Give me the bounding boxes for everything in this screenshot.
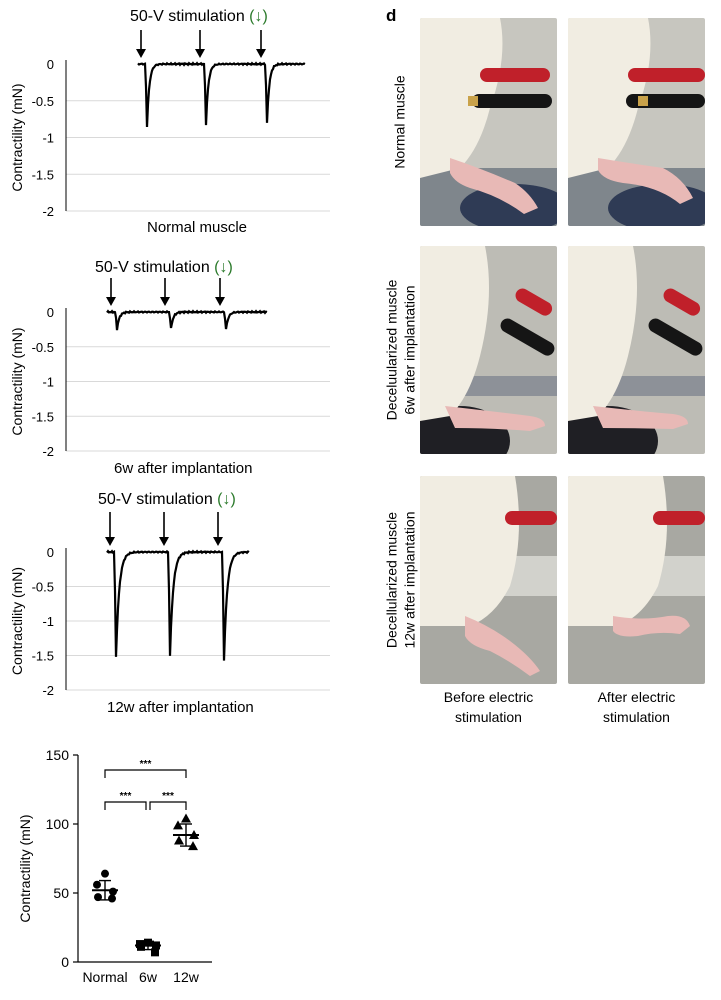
row-label-text: Deceluularized muscle 6w after implantat…: [383, 279, 417, 421]
x-tick-label: 12w: [173, 969, 200, 985]
y-tick-label: -1: [42, 614, 54, 629]
row-label-text: Normal muscle: [392, 75, 409, 169]
col-label-after: After electric stimulation: [597, 689, 676, 725]
y-tick-label: 0: [47, 57, 54, 72]
contractility-trace: [137, 61, 306, 128]
data-point: [174, 835, 184, 845]
y-tick-label: -0.5: [32, 340, 54, 355]
data-point: [101, 869, 109, 878]
photo-6w-after: [568, 246, 705, 454]
trace-chart-6w: 0 -0.5 -1 -1.5 -2 Contractility (mN): [9, 278, 330, 459]
significance-label: ***: [140, 759, 152, 770]
stimulation-arrowhead: [105, 537, 115, 546]
data-point: [173, 820, 183, 830]
data-point: [93, 880, 101, 889]
photo-12w-after: [568, 476, 705, 684]
y-tick-label: 0: [47, 545, 54, 560]
x-tick-label: Normal: [82, 969, 127, 985]
y-tick-label: -0.5: [32, 94, 54, 109]
contractility-trace: [106, 549, 250, 661]
y-axis-label: Contractility (mN): [17, 814, 33, 922]
y-axis-label: Contractility (mN): [9, 567, 25, 675]
significance-bracket: [104, 769, 187, 778]
stim-arrow-symbol: (↓): [214, 259, 233, 276]
data-point: [94, 893, 102, 902]
stimulation-arrowhead: [215, 297, 225, 306]
rat-leg-image: [568, 246, 705, 454]
data-point: [109, 887, 117, 896]
y-tick-label: 0: [47, 305, 54, 320]
y-axis-label: Contractility (mN): [9, 327, 25, 435]
stimulation-arrowhead: [159, 537, 169, 546]
y-tick-label: -2: [42, 204, 54, 219]
photo-12w-before: [420, 476, 557, 684]
rat-leg-image: [420, 476, 557, 684]
y-tick-label: -0.5: [32, 580, 54, 595]
y-tick-label: -1: [42, 375, 54, 390]
stim-label-text: 50-V stimulation: [130, 8, 245, 25]
rat-leg-image: [420, 246, 557, 454]
row-label-text: Decellularized muscle 12w after implanta…: [383, 511, 417, 649]
stim-arrow-symbol: (↓): [217, 491, 236, 508]
significance-bracket: [104, 801, 147, 810]
x-tick-label: 6w: [139, 969, 158, 985]
photo-normal-after: [568, 18, 705, 226]
y-tick-label: -1.5: [32, 649, 54, 664]
contractility-trace: [106, 309, 268, 331]
panel-letter: d: [386, 6, 397, 25]
stim-label-12w: 50-V stimulation (↓): [98, 491, 236, 509]
significance-label: ***: [162, 791, 174, 802]
stimulation-arrowhead: [213, 537, 223, 546]
caption-6w-after-implantation: 6w after implantation: [114, 460, 253, 477]
rat-leg-image: [568, 476, 705, 684]
photo-normal-before: [420, 18, 557, 226]
stimulation-arrowhead: [136, 49, 146, 58]
trace-chart-normal: 0 -0.5 -1 -1.5 -2 Contractility (mN): [9, 30, 330, 219]
y-tick-label: 0: [61, 954, 69, 970]
y-tick-label: -2: [42, 444, 54, 459]
data-point: [137, 942, 145, 951]
y-tick-label: -1.5: [32, 409, 54, 424]
significance-label: ***: [120, 791, 132, 802]
y-tick-label: -2: [42, 683, 54, 698]
stim-arrow-symbol: (↓): [249, 8, 268, 25]
stimulation-arrowhead: [160, 297, 170, 306]
data-point: [188, 841, 198, 851]
stimulation-arrowhead: [106, 297, 116, 306]
data-point: [108, 894, 116, 903]
data-point: [151, 948, 159, 957]
rat-leg-image: [420, 18, 557, 226]
y-tick-label: 100: [46, 816, 70, 832]
y-tick-label: -1: [42, 131, 54, 146]
stimulation-arrowhead: [256, 49, 266, 58]
significance-bracket: [149, 801, 187, 810]
scatter-chart: 0 50 100 150 Contractility (mN) Normal 6w 12w **…: [17, 747, 212, 985]
rat-leg-image: [568, 18, 705, 226]
y-tick-label: -1.5: [32, 167, 54, 182]
stim-label-6w: 50-V stimulation (↓): [95, 259, 233, 277]
y-tick-label: 50: [53, 885, 69, 901]
data-point: [181, 813, 191, 823]
caption-normal-muscle: Normal muscle: [147, 219, 248, 236]
caption-12w-after-implantation: 12w after implantation: [107, 699, 254, 716]
stim-label-text: 50-V stimulation: [98, 491, 213, 508]
stimulation-arrowhead: [195, 49, 205, 58]
stim-label-text: 50-V stimulation: [95, 259, 210, 276]
col-label-before: Before electric stimulation: [443, 689, 534, 725]
photo-6w-before: [420, 246, 557, 454]
y-tick-label: 150: [46, 747, 70, 763]
stim-label-normal: 50-V stimulation (↓): [130, 8, 268, 26]
y-axis-label: Contractility (mN): [9, 83, 25, 191]
trace-chart-12w: 0 -0.5 -1 -1.5 -2 Contractility (mN): [9, 512, 330, 698]
